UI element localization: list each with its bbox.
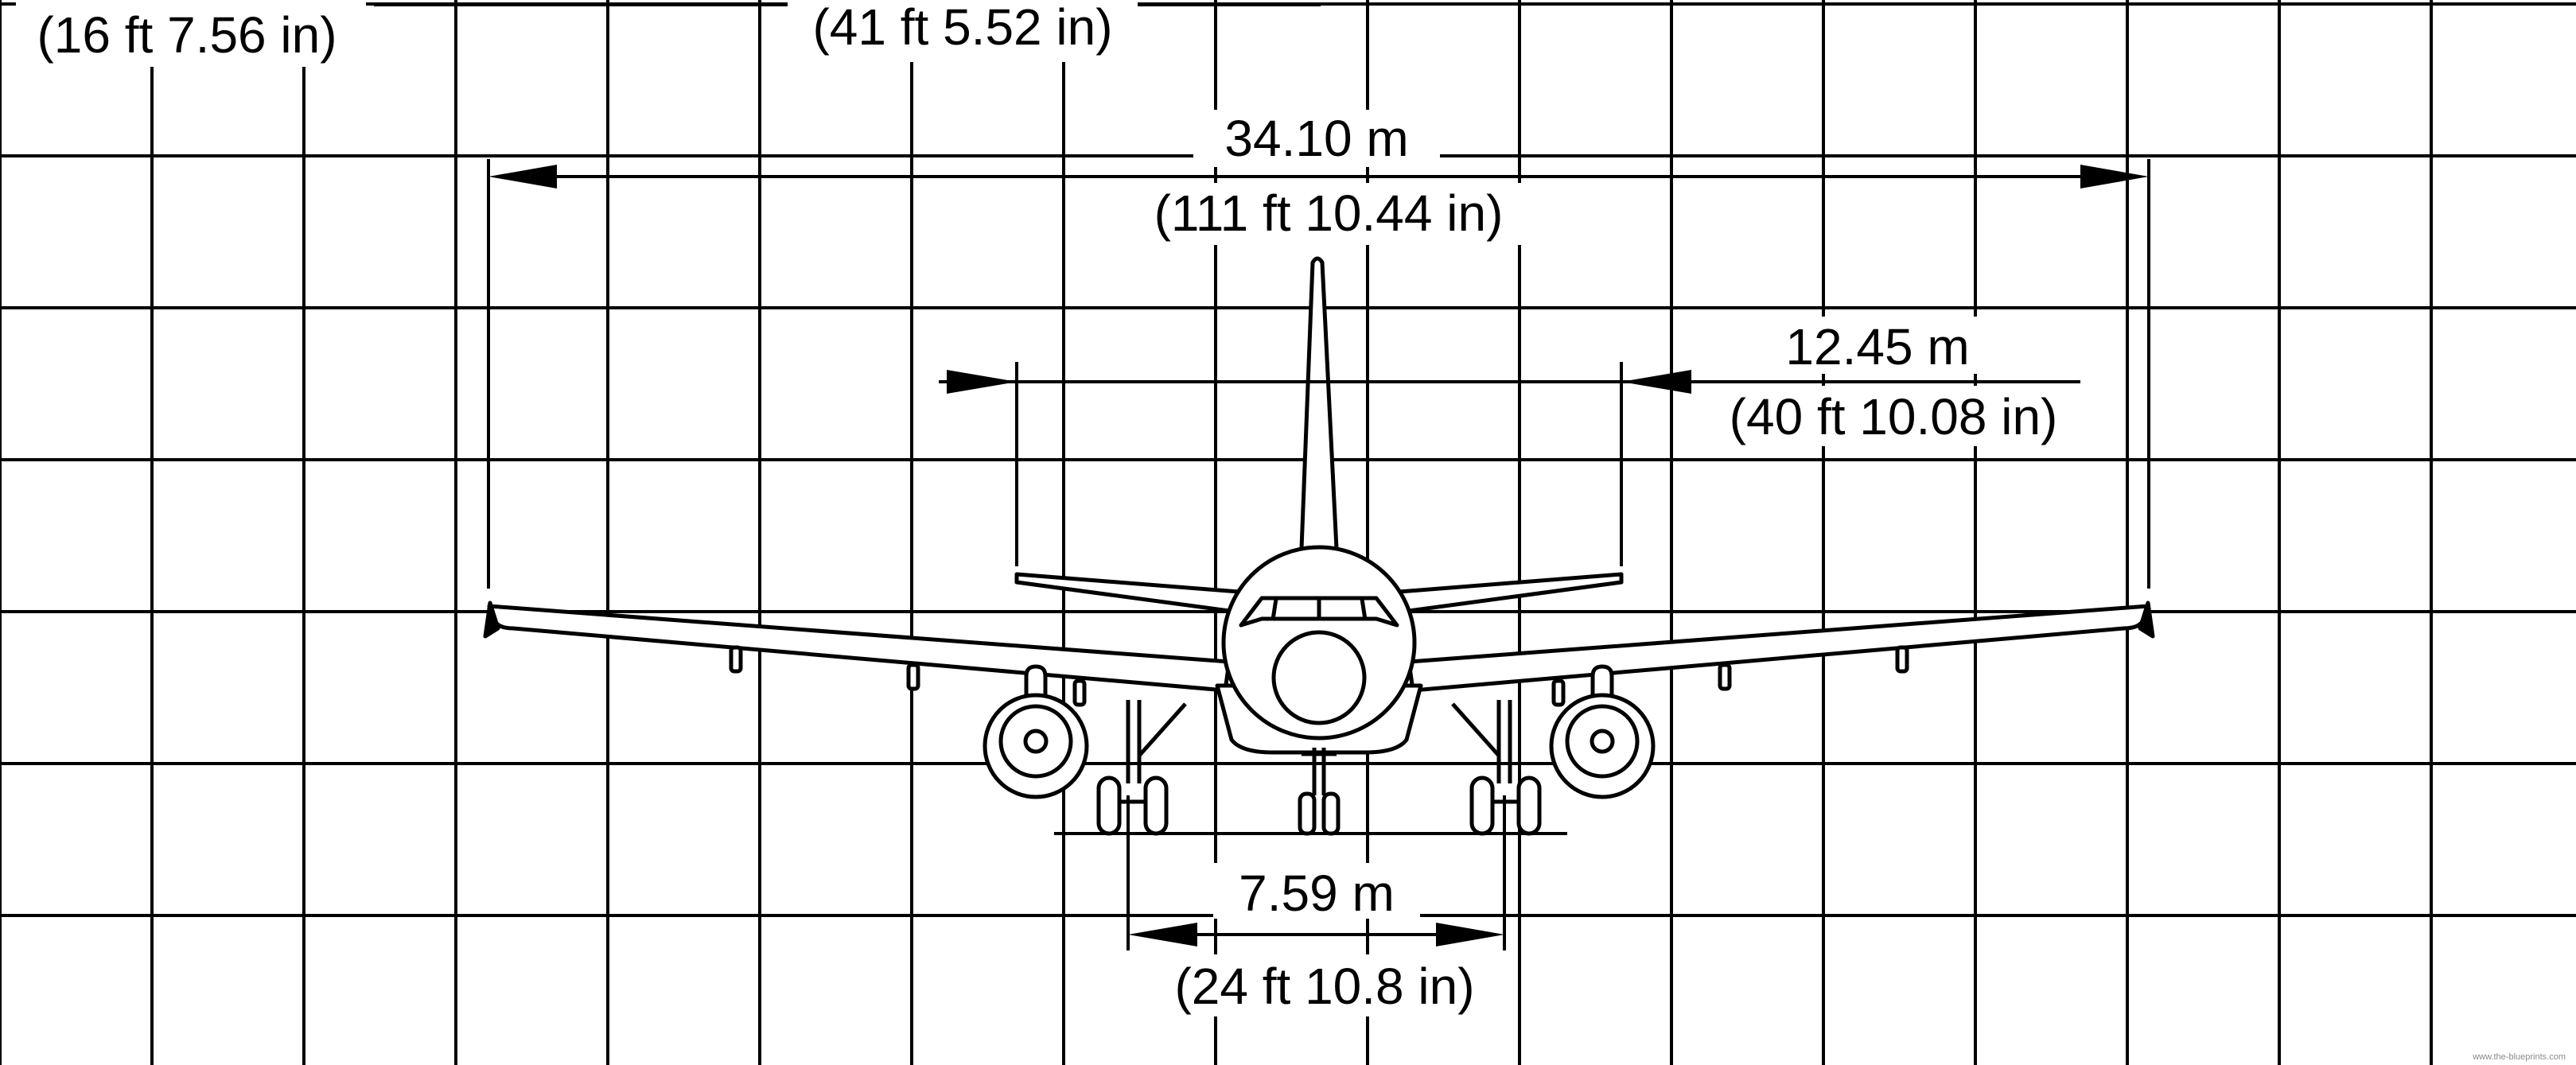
track-metric-label: 7.59 m [1239, 865, 1395, 922]
left-outer-flap-fairing [729, 645, 743, 674]
watermark-credit: www.the-blueprints.com [2472, 1052, 2566, 1062]
window-frame-1 [1270, 598, 1278, 620]
vertical-stabilizer [1299, 256, 1339, 551]
nose-gear [1298, 748, 1341, 836]
tailplane-right-arrow [1621, 370, 1691, 394]
tailplane-imperial-label: (40 ft 10.08 in) [1730, 388, 2058, 445]
left-engine-pylon [1024, 664, 1048, 702]
nose-radome [1271, 630, 1367, 725]
wingspan-left-arrow [488, 165, 557, 189]
top-left-imperial-label: (16 ft 7.56 in) [37, 6, 337, 64]
right-engine-pylon [1590, 664, 1614, 702]
tailplane-metric-label: 12.45 m [1785, 318, 1969, 375]
right-engine [1549, 693, 1656, 799]
wingspan-right-arrow [2080, 165, 2149, 189]
right-outer-flap-fairing [1895, 645, 1909, 674]
window-frame-3 [1360, 598, 1368, 620]
wingspan-imperial-label: (111 ft 10.44 in) [1154, 185, 1504, 242]
dimension-lines [374, 3, 2150, 950]
wingspan-metric-label: 34.10 m [1224, 110, 1408, 167]
right-main-gear [1451, 700, 1542, 836]
left-winglet [483, 601, 500, 639]
left-wing [487, 604, 1232, 693]
right-mid-flap-fairing [1718, 663, 1732, 691]
track-imperial-label: (24 ft 10.8 in) [1174, 958, 1474, 1015]
tailplane-left-arrow [947, 370, 1017, 394]
left-mid-flap-fairing [906, 663, 920, 691]
right-inner-flap-fairing [1551, 678, 1566, 707]
top-center-imperial-label: (41 ft 5.52 in) [812, 0, 1112, 56]
track-left-arrow [1128, 923, 1197, 946]
track-right-arrow [1436, 923, 1504, 946]
right-winglet [2138, 601, 2155, 639]
left-main-gear [1096, 700, 1187, 836]
left-engine [983, 693, 1089, 799]
right-horizontal-stabilizer [1387, 572, 1624, 615]
dimension-labels: (16 ft 7.56 in) (41 ft 5.52 in) 34.10 m … [16, 0, 2566, 1062]
left-inner-flap-fairing [1072, 678, 1087, 707]
aircraft-front-view [483, 256, 2155, 836]
